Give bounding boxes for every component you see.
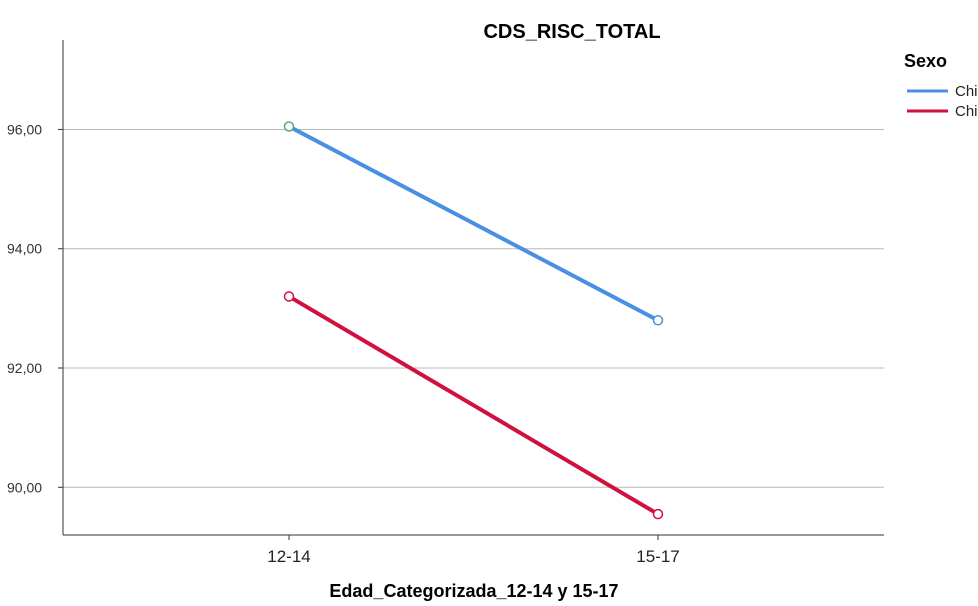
data-point-chico [652,315,664,326]
chart-title: CDS_RISC_TOTAL [483,21,660,43]
series-line-chico [287,124,660,323]
y-tick-label: 96,00 [7,121,42,137]
series-line-chica [287,294,660,517]
x-tick-label: 12-14 [267,547,310,566]
data-point-chica [283,291,295,302]
legend-title: Sexo [904,51,947,71]
gridlines [63,128,884,488]
axes [62,40,884,536]
series-group [283,121,664,520]
y-tick-labels: 90,00 92,00 94,00 96,00 [7,121,63,495]
legend-label-chica: Chica [955,103,978,120]
x-axis-label: Edad_Categorizada_12-14 y 15-17 [329,581,618,601]
y-tick-label: 90,00 [7,479,42,495]
x-tick-labels: 12-14 15-17 [267,535,680,566]
legend-label-chico: Chico [955,83,978,100]
legend: Sexo Chico Chica [904,51,978,120]
x-tick-label: 15-17 [636,547,679,566]
data-point-chica [652,508,664,520]
y-tick-label: 92,00 [7,360,42,376]
data-point-chico [283,121,295,132]
y-tick-label: 94,00 [7,241,42,257]
